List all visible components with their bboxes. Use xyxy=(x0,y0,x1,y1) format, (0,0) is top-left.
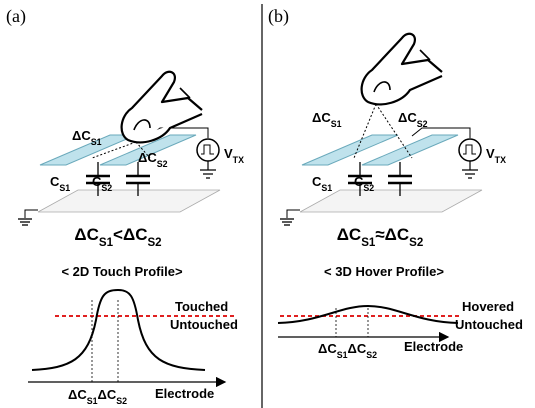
source-ground xyxy=(200,161,216,178)
text-part: < 3D Hover Profile> xyxy=(324,264,444,279)
text-part: ΔC xyxy=(312,110,331,125)
ground-plane xyxy=(38,190,220,212)
profile-title: < 2D Touch Profile> xyxy=(61,264,183,279)
threshold-below: Untouched xyxy=(455,317,523,332)
subscript: S2 xyxy=(363,183,374,193)
source xyxy=(459,139,481,161)
relation: ΔCS1<ΔCS2 xyxy=(74,225,161,249)
text-part: ΔC xyxy=(398,110,417,125)
subscript: S2 xyxy=(147,237,161,249)
axis-label: Electrode xyxy=(404,339,463,354)
text-part: Electrode xyxy=(404,339,463,354)
knuckle xyxy=(180,88,190,98)
axis-label: Electrode xyxy=(155,386,214,401)
capacitor-label: CS1 xyxy=(312,174,332,193)
subscript: TX xyxy=(233,155,244,165)
text-part: ΔC xyxy=(318,341,337,356)
subscript: S2 xyxy=(101,183,112,193)
panel-label: (a) xyxy=(6,6,26,27)
text-part: < 2D Touch Profile> xyxy=(61,264,183,279)
subscript: S1 xyxy=(91,137,102,147)
cap-label: ΔCS1 xyxy=(312,110,342,129)
text-part: V xyxy=(224,146,233,161)
figure: (a)CS1CS2VTXΔCS1<ΔCS2< 2D Touch Profile>… xyxy=(0,0,535,408)
text-part: Untouched xyxy=(455,317,523,332)
text-part: ΔC xyxy=(123,225,148,244)
text-part: ≈ xyxy=(375,225,384,244)
subscript: S2 xyxy=(116,396,127,406)
ground-plane xyxy=(300,190,482,212)
subscript: S1 xyxy=(87,396,98,406)
subscript: S1 xyxy=(321,183,332,193)
finger xyxy=(362,34,442,105)
text-part: Untouched xyxy=(170,317,238,332)
text-part: ΔC xyxy=(138,150,157,165)
subscript: S1 xyxy=(99,237,114,249)
source-ground xyxy=(462,161,478,178)
text-part: ΔC xyxy=(72,128,91,143)
text-part: ΔC xyxy=(348,341,367,356)
text-part: ΔC xyxy=(98,387,117,402)
coupling-line xyxy=(354,104,376,158)
cap-label: ΔCS2 xyxy=(398,110,428,129)
subscript: S2 xyxy=(157,159,168,169)
profile-title: < 3D Hover Profile> xyxy=(324,264,444,279)
subscript: TX xyxy=(495,155,506,165)
subscript: S1 xyxy=(59,183,70,193)
relation: ΔCS1≈ΔCS2 xyxy=(337,225,424,249)
text-part: (b) xyxy=(268,6,289,27)
knuckle xyxy=(420,50,430,60)
threshold-above: Hovered xyxy=(462,299,514,314)
cap-label: ΔCS1 xyxy=(72,128,102,147)
source-label: VTX xyxy=(486,146,506,165)
text-part: ΔC xyxy=(68,387,87,402)
text-part: Electrode xyxy=(155,386,214,401)
ground-wire xyxy=(25,210,38,218)
source-label: VTX xyxy=(224,146,244,165)
cap-label: ΔCS2 xyxy=(138,150,168,169)
subscript: S2 xyxy=(366,350,377,360)
text-part: Hovered xyxy=(462,299,514,314)
axis-mark: ΔCS1ΔCS2 xyxy=(318,341,377,360)
subscript: S1 xyxy=(337,350,348,360)
subscript: S1 xyxy=(361,237,376,249)
text-part: ΔC xyxy=(74,225,99,244)
finger xyxy=(122,72,202,143)
capacitor-label: CS1 xyxy=(50,174,70,193)
subscript: S2 xyxy=(409,237,423,249)
text-part: < xyxy=(113,225,123,244)
text-part: Touched xyxy=(175,299,228,314)
text-part: ΔC xyxy=(385,225,410,244)
ground-wire xyxy=(287,210,300,218)
axis-mark: ΔCS1ΔCS2 xyxy=(68,387,127,406)
text-part: V xyxy=(486,146,495,161)
text-part: (a) xyxy=(6,6,26,27)
threshold-below: Untouched xyxy=(170,317,238,332)
threshold-above: Touched xyxy=(175,299,228,314)
source xyxy=(197,139,219,161)
subscript: S1 xyxy=(331,119,342,129)
panel-label: (b) xyxy=(268,6,289,27)
text-part: ΔC xyxy=(337,225,362,244)
subscript: S2 xyxy=(417,119,428,129)
